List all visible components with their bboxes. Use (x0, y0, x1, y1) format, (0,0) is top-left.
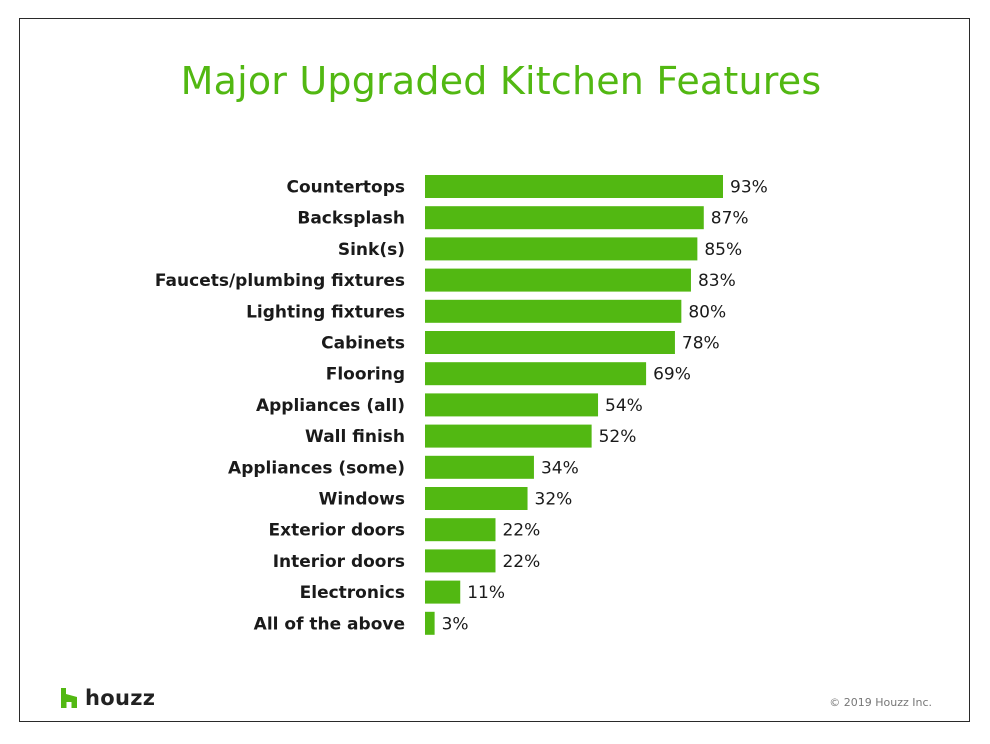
bar (425, 518, 496, 542)
category-label: Exterior doors (269, 521, 405, 541)
brand-logo: houzz (61, 686, 155, 710)
bar (425, 299, 682, 323)
value-label: 32% (535, 490, 573, 510)
bar (425, 331, 675, 354)
category-label: Lighting fixtures (246, 302, 405, 322)
value-label: 85% (704, 240, 742, 260)
category-label: Wall finish (305, 427, 405, 447)
bar (425, 487, 528, 510)
category-label: Interior doors (273, 552, 405, 572)
value-label: 22% (502, 521, 540, 541)
value-label: 69% (653, 365, 691, 385)
value-label: 78% (682, 334, 720, 354)
value-label: 93% (730, 178, 768, 198)
category-label: Cabinets (321, 334, 405, 354)
copyright-text: © 2019 Houzz Inc. (829, 696, 932, 709)
category-label: Appliances (all) (256, 396, 405, 416)
houzz-logo-icon (61, 688, 77, 708)
category-label: Flooring (326, 365, 405, 385)
category-label: Backsplash (297, 209, 405, 229)
bar (425, 580, 461, 604)
value-label: 52% (599, 427, 637, 447)
bar (425, 611, 435, 635)
bar (425, 268, 691, 292)
bar (425, 393, 599, 417)
category-label: Faucets/plumbing fixtures (155, 271, 405, 291)
category-label: All of the above (254, 614, 405, 634)
bar (425, 455, 534, 479)
chart-title: Major Upgraded Kitchen Features (180, 59, 822, 103)
value-label: 87% (711, 209, 749, 229)
value-label: 80% (688, 302, 726, 322)
category-label: Electronics (300, 583, 405, 603)
value-label: 3% (442, 614, 469, 634)
value-label: 54% (605, 396, 643, 416)
bar (425, 175, 723, 198)
value-label: 11% (467, 583, 505, 603)
bar (425, 206, 704, 230)
bar (425, 237, 698, 261)
category-label: Windows (319, 490, 405, 510)
category-label: Countertops (287, 178, 406, 198)
bar (425, 549, 496, 573)
category-label: Sink(s) (338, 240, 405, 260)
category-label: Appliances (some) (228, 458, 405, 478)
brand-name: houzz (85, 686, 156, 710)
value-label: 22% (502, 552, 540, 572)
bar (425, 424, 592, 448)
value-label: 34% (541, 458, 579, 478)
value-label: 83% (698, 271, 736, 291)
bar (425, 362, 647, 386)
